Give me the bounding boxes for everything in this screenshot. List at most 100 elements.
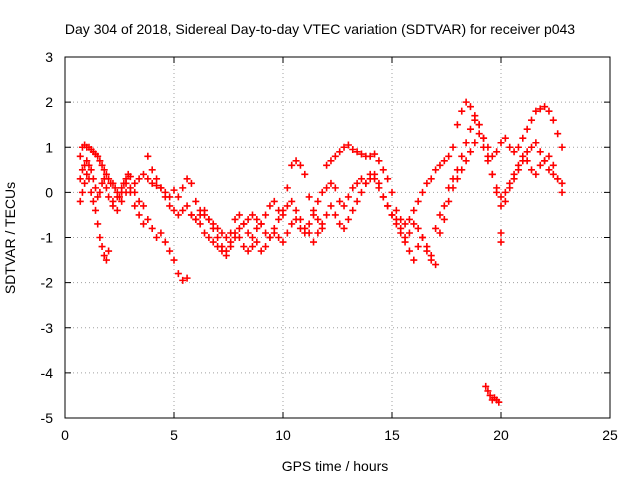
data-point (375, 157, 383, 165)
data-point (532, 170, 540, 178)
data-point (244, 229, 252, 237)
x-tick-label: 10 (275, 427, 291, 443)
chart-title: Day 304 of 2018, Sidereal Day-to-day VTE… (65, 21, 575, 37)
data-point (353, 148, 361, 156)
data-point (497, 193, 505, 201)
data-point (166, 247, 174, 255)
y-tick-label: 0 (45, 184, 53, 200)
data-point (253, 238, 261, 246)
data-point (340, 143, 348, 151)
data-point (371, 150, 379, 158)
data-point (405, 247, 413, 255)
data-point (218, 247, 226, 255)
data-point (357, 188, 365, 196)
data-point (235, 211, 243, 219)
data-point (528, 116, 536, 124)
data-point (135, 175, 143, 183)
data-point (283, 202, 291, 210)
data-point (497, 139, 505, 147)
data-point (201, 229, 209, 237)
data-point (392, 206, 400, 214)
data-point (493, 184, 501, 192)
data-point (240, 220, 248, 228)
data-point (222, 234, 230, 241)
data-point (105, 193, 113, 201)
data-point (262, 229, 270, 237)
data-point (327, 202, 335, 210)
data-point (432, 224, 440, 232)
data-point (436, 229, 444, 237)
data-point (514, 166, 522, 174)
data-point (83, 170, 91, 178)
data-point (427, 252, 435, 260)
data-point (179, 184, 187, 192)
data-point (432, 261, 440, 269)
data-point (96, 157, 104, 165)
data-point (314, 197, 322, 205)
data-point (87, 188, 95, 196)
series-track-c (76, 130, 566, 284)
data-point (401, 220, 409, 228)
data-point (401, 234, 409, 241)
data-point (366, 152, 374, 160)
data-point (135, 197, 143, 205)
data-point (83, 157, 91, 165)
data-point (554, 130, 562, 138)
data-point (549, 161, 557, 169)
data-point (453, 175, 461, 183)
data-point (462, 98, 470, 106)
data-point (161, 193, 169, 201)
data-point (253, 224, 261, 232)
axis-ticks: 0 5 10 15 20 25 -5 -4 -3 -2 -1 0 1 2 3 (41, 49, 618, 443)
data-point (174, 270, 182, 278)
data-point (405, 215, 413, 223)
data-point (98, 161, 106, 169)
data-point (427, 175, 435, 183)
data-point (78, 188, 86, 196)
data-point (153, 234, 161, 241)
data-point (462, 157, 470, 165)
data-point (102, 170, 110, 178)
data-point (266, 234, 274, 241)
data-point (78, 166, 86, 174)
data-point (523, 125, 531, 133)
data-point (96, 234, 104, 241)
data-point (209, 224, 217, 232)
data-point (292, 206, 300, 214)
data-point (528, 166, 536, 174)
data-point (471, 139, 479, 147)
data-point (305, 193, 313, 201)
data-point (94, 220, 102, 228)
y-tick-label: -3 (41, 320, 54, 336)
data-point (510, 175, 518, 183)
data-point (270, 224, 278, 232)
data-point (549, 170, 557, 178)
data-point (501, 134, 509, 142)
data-point (174, 193, 182, 201)
x-tick-label: 0 (61, 427, 69, 443)
data-point (81, 179, 89, 187)
data-point (445, 152, 453, 160)
data-point (179, 276, 187, 284)
data-point (279, 206, 287, 214)
data-point (262, 211, 270, 219)
data-point (170, 206, 178, 214)
data-point (327, 157, 335, 165)
data-point (440, 202, 448, 210)
data-point (100, 175, 108, 183)
data-point (100, 166, 108, 174)
data-point (458, 107, 466, 115)
data-point (139, 170, 147, 178)
data-point (240, 243, 248, 251)
data-point (192, 215, 200, 223)
data-point (554, 175, 562, 183)
data-point (227, 243, 235, 251)
data-point (305, 229, 313, 237)
data-point (519, 157, 527, 165)
data-point (514, 143, 522, 151)
data-point (301, 170, 309, 178)
data-point (283, 184, 291, 192)
data-point (519, 134, 527, 142)
data-point (484, 157, 492, 165)
data-point (214, 234, 222, 241)
